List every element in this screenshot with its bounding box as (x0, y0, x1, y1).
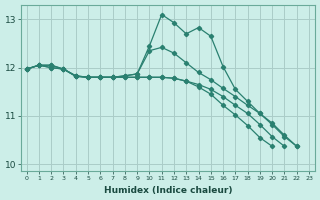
X-axis label: Humidex (Indice chaleur): Humidex (Indice chaleur) (104, 186, 232, 195)
